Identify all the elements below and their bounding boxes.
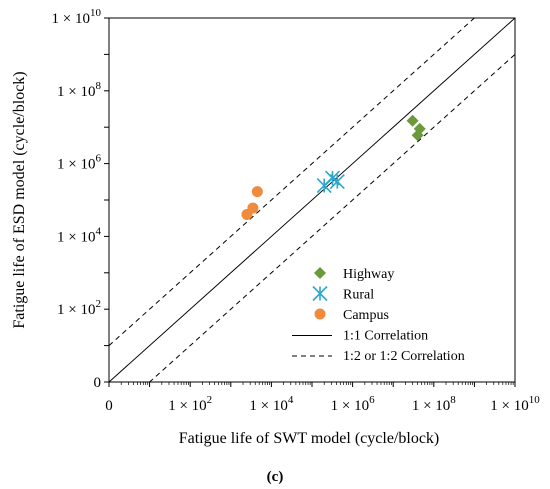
panel-label: (c) <box>267 469 284 485</box>
bound-line <box>148 54 515 382</box>
legend-label-campus: Campus <box>343 308 389 323</box>
x-tick-label: 1 × 1010 <box>490 394 540 414</box>
legend-label-highway: Highway <box>343 267 394 282</box>
highway-point <box>406 114 419 127</box>
y-tick-label: 1 × 104 <box>57 225 101 245</box>
x-zero-label: 0 <box>105 398 113 414</box>
legend-swatch-highway <box>314 267 326 279</box>
legend-label-line: 1:2 or 1:2 Correlation <box>343 349 465 364</box>
rural-point <box>329 174 345 190</box>
highway-point <box>411 129 424 142</box>
x-tick-label: 1 × 104 <box>249 394 293 414</box>
x-axis-title: Fatigue life of SWT model (cycle/block) <box>179 430 440 447</box>
bound-line <box>109 18 476 346</box>
legend-swatch-campus <box>314 308 326 320</box>
campus-point <box>251 186 263 198</box>
one-to-one-line <box>109 18 515 382</box>
legend-label-line: 1:1 Correlation <box>343 329 428 344</box>
campus-point <box>247 202 259 214</box>
y-zero-label: 0 <box>94 375 102 391</box>
tick-labels: 1 × 102 1 × 104 1 × 106 1 × 108 1 × 1010 1 × … <box>52 7 541 414</box>
y-tick-label: 1 × 106 <box>57 153 101 173</box>
y-axis-title: Fatigue life of ESD model (cycle/block) <box>11 71 28 328</box>
x-tick-label: 1 × 108 <box>412 394 456 414</box>
reference-lines <box>109 18 515 382</box>
y-tick-label: 1 × 1010 <box>52 7 102 27</box>
y-tick-label: 1 × 108 <box>57 80 101 100</box>
x-tick-label: 1 × 102 <box>168 394 212 414</box>
legend-swatch-rural <box>312 285 328 302</box>
legend-label-rural: Rural <box>343 288 374 303</box>
plot-area <box>104 17 516 387</box>
y-tick-label: 1 × 102 <box>57 298 101 318</box>
legend: Highway Rural Campus 1:1 Correlation 1:2 or … <box>292 267 465 364</box>
x-tick-label: 1 × 106 <box>331 394 375 414</box>
